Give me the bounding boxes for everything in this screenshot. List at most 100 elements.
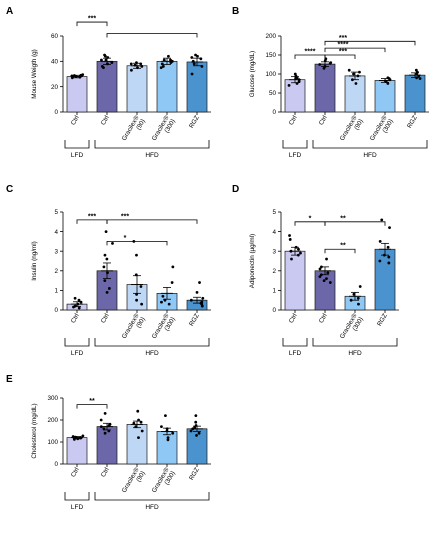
data-point <box>197 431 201 435</box>
data-point <box>378 240 382 243</box>
data-point <box>349 298 353 302</box>
data-point <box>104 230 108 234</box>
y-tick-label: 50 <box>269 90 277 97</box>
data-point <box>135 298 138 302</box>
y-tick-label: 150 <box>265 52 276 59</box>
category-label: Gracilex®(300) <box>150 312 177 344</box>
y-tick-label: 200 <box>47 417 58 424</box>
y-tick-label: 200 <box>265 33 276 40</box>
panel-letter-b: B <box>232 6 239 17</box>
data-point <box>78 75 82 78</box>
y-tick-label: 0 <box>54 307 58 314</box>
data-point <box>415 70 419 74</box>
data-point <box>358 285 362 288</box>
data-point <box>111 241 114 245</box>
data-point <box>320 265 323 269</box>
category-label: Ctrl <box>100 467 111 479</box>
data-point <box>297 78 301 82</box>
data-point <box>140 65 144 68</box>
data-point <box>171 431 175 435</box>
y-tick-label: 1 <box>272 288 276 295</box>
data-point <box>129 62 133 66</box>
data-point <box>166 436 170 439</box>
data-point <box>191 59 195 63</box>
group-label: LFD <box>71 350 84 357</box>
bar-4 <box>374 248 396 311</box>
category-label: Ctrl <box>100 313 111 325</box>
y-tick-label: 100 <box>47 439 58 446</box>
y-axis-title: Cholesterol (mg/dL) <box>31 403 38 458</box>
data-point <box>160 300 163 304</box>
category-label: RGZ <box>188 312 201 327</box>
panel-letter-c: C <box>6 184 13 195</box>
data-point <box>189 429 193 433</box>
bar-4 <box>156 60 178 113</box>
data-point <box>318 63 322 66</box>
y-tick-label: 5 <box>54 209 58 216</box>
significance-label: * <box>124 235 127 242</box>
category-label: Gracilex®(90) <box>120 466 147 498</box>
data-point <box>161 294 165 298</box>
data-point <box>103 253 107 257</box>
data-point <box>194 53 197 57</box>
data-point <box>106 271 109 275</box>
significance-label: *** <box>88 16 96 23</box>
group-bracket <box>94 492 210 501</box>
group-bracket <box>282 140 308 149</box>
significance-label: *** <box>339 35 347 42</box>
group-label: HFD <box>145 504 159 511</box>
group-label: LFD <box>289 350 302 357</box>
category-label: RGZ <box>188 466 201 481</box>
data-point <box>139 420 143 424</box>
data-point <box>194 420 198 424</box>
data-point <box>200 304 204 308</box>
bar-3 <box>126 65 148 113</box>
data-point <box>81 434 85 438</box>
data-point <box>356 74 360 78</box>
group-bracket <box>312 338 398 347</box>
data-point <box>106 56 110 59</box>
group-label: HFD <box>145 152 159 159</box>
data-point <box>165 427 169 431</box>
data-point <box>77 298 81 302</box>
group-bracket <box>64 338 90 347</box>
significance-label: ** <box>340 243 346 250</box>
group-label: HFD <box>145 350 159 357</box>
bar-2 <box>96 426 118 465</box>
data-point <box>135 253 138 257</box>
data-point <box>199 301 203 305</box>
category-label: Gracilex®(90) <box>120 114 147 146</box>
data-point <box>299 251 302 255</box>
data-point <box>386 245 390 249</box>
y-tick-label: 20 <box>51 84 59 91</box>
data-point <box>139 62 143 66</box>
panel-d: D 0 1 2 3 4 5 Adiponectin (µg/ml) Ctrl Ctrl Gracil… <box>232 184 399 357</box>
data-point <box>134 273 138 277</box>
y-tick-label: 60 <box>51 33 59 40</box>
data-point <box>288 238 292 241</box>
data-point <box>103 53 106 57</box>
significance-bracket <box>324 47 386 53</box>
data-point <box>99 425 103 428</box>
significance-bracket <box>324 248 356 254</box>
category-label: Ctrl <box>70 467 81 479</box>
bar-4 <box>156 431 178 465</box>
data-point <box>319 273 323 277</box>
panel-e: E 0 100 200 300 Cholesterol (mg/dL) Ctrl Ctrl Gr… <box>6 374 211 511</box>
y-tick-label: 5 <box>272 209 276 216</box>
data-point <box>170 281 174 284</box>
data-point <box>195 290 199 294</box>
data-point <box>325 277 328 281</box>
group-bracket <box>64 492 90 501</box>
y-axis-title: Mouse Weigth (g) <box>31 49 38 99</box>
y-tick-label: 100 <box>265 71 276 78</box>
data-point <box>296 253 300 257</box>
data-point <box>388 226 391 230</box>
data-point <box>294 77 298 80</box>
significance-label: *** <box>339 49 347 56</box>
data-point <box>73 304 77 308</box>
y-axis-title: Adiponectin (µg/ml) <box>249 234 256 288</box>
group-label: LFD <box>289 152 302 159</box>
y-tick-label: 4 <box>54 229 58 236</box>
